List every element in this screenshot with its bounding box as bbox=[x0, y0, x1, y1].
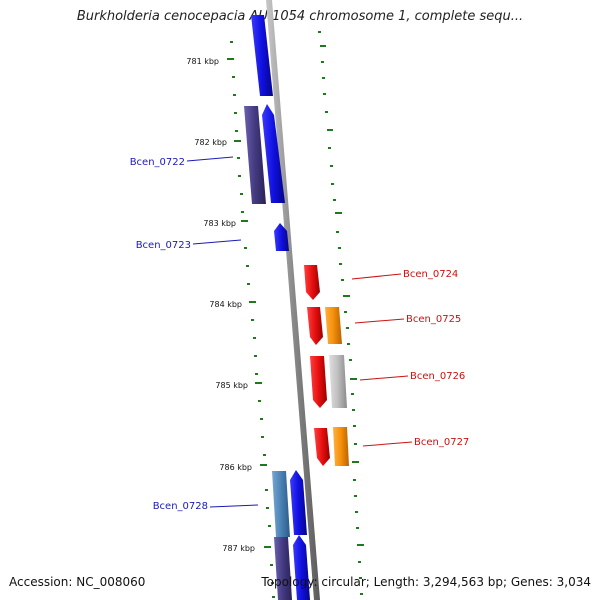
gene-arrow-bcen-0724[interactable] bbox=[304, 265, 320, 300]
gene-label-bcen-0723[interactable]: Bcen_0723 bbox=[136, 240, 191, 251]
gene-arrow-bcen-0728[interactable] bbox=[272, 471, 290, 537]
gene-arrow[interactable] bbox=[251, 15, 273, 96]
gene-label-bcen-0726[interactable]: Bcen_0726 bbox=[410, 371, 465, 382]
kbp-label: 785 kbp bbox=[215, 381, 248, 390]
accession-text: Accession: NC_008060 bbox=[9, 575, 146, 589]
inner-tick-marks bbox=[227, 41, 275, 598]
gene-arrow-bcen-0723[interactable] bbox=[274, 223, 289, 251]
gene-arrow-bcen-0727[interactable] bbox=[314, 428, 330, 466]
kbp-label: 786 kbp bbox=[219, 463, 252, 472]
map-title: Burkholderia cenocepacia AU 1054 chromos… bbox=[76, 9, 524, 24]
label-leader-lines bbox=[186, 156, 413, 508]
gene-arrow-bcen-0726[interactable] bbox=[310, 356, 327, 408]
reverse-strand-genes bbox=[304, 265, 349, 466]
gene-arrow[interactable] bbox=[293, 535, 310, 600]
gene-label-bcen-0724[interactable]: Bcen_0724 bbox=[403, 269, 458, 280]
gene-arrow[interactable] bbox=[274, 537, 292, 600]
chromosome-backbone bbox=[266, 0, 320, 600]
gene-arrow[interactable] bbox=[329, 355, 347, 408]
gene-label-bcen-0727[interactable]: Bcen_0727 bbox=[414, 437, 469, 448]
gene-labels: Bcen_0722 Bcen_0723 Bcen_0724 Bcen_0725 … bbox=[130, 157, 470, 512]
gene-arrow[interactable] bbox=[290, 470, 307, 535]
kbp-label: 782 kbp bbox=[194, 138, 227, 147]
gene-arrow-bcen-0725[interactable] bbox=[307, 307, 323, 345]
gene-label-bcen-0722[interactable]: Bcen_0722 bbox=[130, 157, 185, 168]
sequence-summary: Topology: circular; Length: 3,294,563 bp… bbox=[261, 575, 591, 589]
gene-label-bcen-0725[interactable]: Bcen_0725 bbox=[406, 314, 461, 325]
kbp-label: 781 kbp bbox=[186, 57, 219, 66]
kbp-label: 783 kbp bbox=[203, 219, 236, 228]
gene-arrow[interactable] bbox=[325, 307, 342, 344]
gene-label-bcen-0728[interactable]: Bcen_0728 bbox=[153, 501, 208, 512]
gene-arrow[interactable] bbox=[262, 104, 285, 203]
kbp-scale: 781 kbp 782 kbp 783 kbp 784 kbp 785 kbp … bbox=[186, 57, 255, 553]
kbp-label: 787 kbp bbox=[222, 544, 255, 553]
outer-tick-marks bbox=[318, 31, 364, 595]
gene-arrow[interactable] bbox=[333, 427, 349, 466]
kbp-label: 784 kbp bbox=[209, 300, 242, 309]
gene-arrow-bcen-0722[interactable] bbox=[244, 106, 266, 204]
forward-strand-genes bbox=[244, 15, 310, 600]
